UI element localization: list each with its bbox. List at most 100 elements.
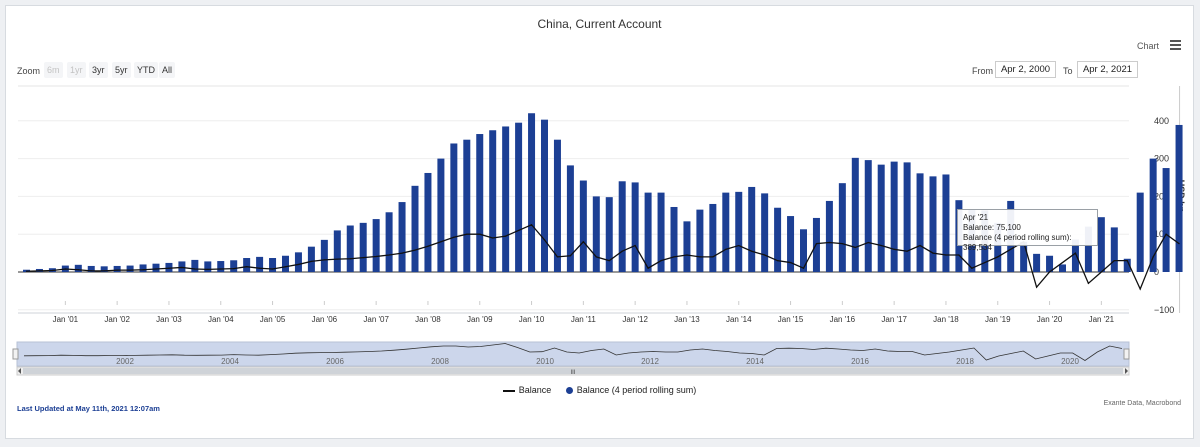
bar (800, 229, 807, 272)
x-tick-label: Jan '19 (985, 315, 1011, 324)
balance-point (207, 268, 209, 270)
bar (126, 265, 134, 272)
balance-point (945, 254, 947, 256)
zoom-1yr-button[interactable]: 1yr (67, 62, 86, 78)
balance-point (880, 244, 882, 247)
y-tick-label: 300 (1154, 154, 1169, 164)
legend-label-balance: Balance (518, 385, 552, 395)
bar (463, 139, 471, 272)
balance-point (660, 260, 662, 262)
balance-point (608, 260, 610, 262)
zoom-all-button[interactable]: All (159, 62, 176, 78)
x-tick-label: Jan '15 (778, 315, 804, 324)
bar (618, 181, 626, 272)
bar (748, 186, 756, 272)
balance-point (77, 269, 79, 271)
chart-menu-label[interactable]: Chart (1136, 41, 1159, 51)
balance-point (90, 270, 92, 272)
bar (709, 203, 717, 272)
navigator-year-label: 2008 (431, 357, 449, 366)
x-tick-label: Jan '09 (467, 315, 493, 324)
bar (1136, 192, 1144, 272)
bar (489, 130, 497, 272)
zoom-ytd-button[interactable]: YTD (134, 62, 158, 78)
balance-point (388, 254, 390, 256)
zoom-3yr-button[interactable]: 3yr (89, 62, 108, 78)
balance-point (194, 268, 196, 270)
balance-point (1036, 286, 1038, 288)
bar (1020, 241, 1028, 272)
balance-point (595, 256, 597, 258)
x-tick-label: Jan '10 (519, 315, 545, 324)
x-tick-label: Jan '05 (260, 315, 286, 324)
balance-point (556, 256, 559, 258)
bar (657, 192, 665, 272)
balance-point (906, 250, 908, 252)
tooltip-rolling-value: 389,534 (963, 243, 992, 252)
balance-point (530, 224, 533, 226)
balance-point (582, 241, 584, 243)
bar (890, 161, 898, 272)
balance-point (1010, 248, 1012, 250)
balance-point (271, 268, 274, 270)
bar (502, 126, 510, 272)
bar (670, 206, 678, 272)
balance-point (414, 249, 416, 251)
navigator-year-label: 2004 (221, 357, 239, 366)
balance-point (220, 268, 222, 270)
balance-point (789, 261, 792, 264)
balance-point (867, 241, 869, 244)
x-tick-label: Jan '20 (1037, 315, 1063, 324)
tooltip-date: Apr '21 (963, 213, 989, 222)
navigator-handle-right (1123, 348, 1130, 360)
y-tick-label: 400 (1154, 116, 1169, 126)
tooltip-balance-value: 75,100 (996, 223, 1021, 232)
balance-point (1074, 252, 1077, 254)
x-tick-label: Jan '01 (53, 315, 79, 324)
x-tick-label: Jan '14 (726, 315, 752, 324)
x-tick-label: Jan '21 (1089, 315, 1115, 324)
x-tick-label: Jan '11 (571, 315, 597, 324)
balance-point (569, 255, 572, 257)
balance-point (479, 233, 481, 235)
chart-title: China, Current Account (537, 17, 662, 31)
bar (346, 225, 354, 272)
legend-item-rolling-sum[interactable]: Balance (4 period rolling sum) (565, 385, 696, 395)
balance-point (103, 270, 105, 272)
balance-point (427, 245, 429, 247)
zoom-5yr-button[interactable]: 5yr (112, 62, 131, 78)
bar (450, 143, 458, 272)
hamburger-menu-icon[interactable] (1170, 40, 1181, 50)
zoom-6m-button[interactable]: 6m (44, 62, 63, 78)
balance-point (233, 267, 235, 270)
balance-point (505, 235, 507, 237)
balance-point (155, 268, 157, 270)
credits-text: Exante Data, Macrobond (1103, 400, 1181, 407)
balance-point (297, 263, 300, 266)
balance-point (284, 266, 287, 268)
bar (851, 157, 859, 272)
bar (307, 246, 315, 272)
range-to-input[interactable]: Apr 2, 2021 (1077, 61, 1138, 78)
range-from-input[interactable]: Apr 2, 2000 (995, 61, 1056, 78)
chart-container: China, Current Account Chart Zoom 6m 1yr… (5, 5, 1194, 439)
bar (424, 172, 432, 272)
navigator-year-label: 2016 (851, 357, 869, 366)
balance-point (841, 243, 843, 245)
legend-item-balance[interactable]: Balance (502, 385, 552, 395)
bar (1175, 124, 1183, 272)
bar (735, 191, 743, 272)
balance-point (1087, 282, 1089, 284)
bar (100, 266, 108, 272)
balance-point (764, 254, 766, 256)
x-tick-label: Jan '07 (363, 315, 389, 324)
balance-point (919, 244, 921, 247)
balance-point (893, 248, 895, 250)
y-tick-label: 100 (1154, 229, 1169, 239)
bar (994, 222, 1002, 272)
bar (515, 122, 523, 272)
bar (437, 158, 445, 272)
balance-point (116, 269, 118, 271)
balance-point (466, 233, 468, 235)
bar (1110, 227, 1118, 272)
